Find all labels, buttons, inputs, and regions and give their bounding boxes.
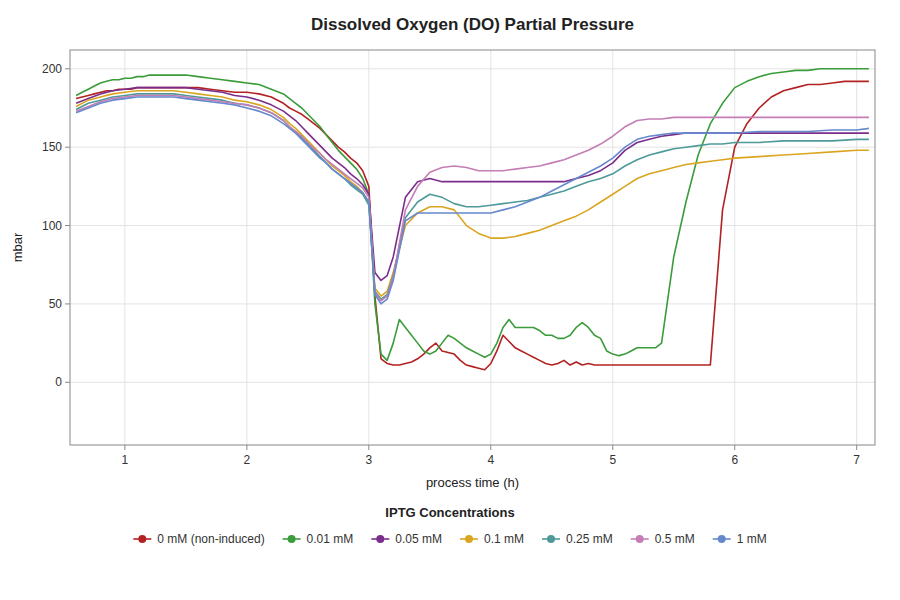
- tick-y: [65, 382, 70, 383]
- grid-line-x: [734, 50, 735, 445]
- legend-swatch: [718, 535, 726, 543]
- tick-y: [65, 68, 70, 69]
- legend-swatch: [636, 535, 644, 543]
- grid-line-x: [856, 50, 857, 445]
- tick-x: [612, 445, 613, 450]
- title: Dissolved Oxygen (DO) Partial Pressure: [311, 15, 634, 34]
- legend-swatch: [288, 535, 296, 543]
- legend-swatch: [465, 535, 473, 543]
- grid-line-x: [246, 50, 247, 445]
- y-axis-label: mbar: [10, 232, 25, 262]
- legend-label: 1 mM: [737, 532, 767, 546]
- tick-label-x: 2: [244, 453, 251, 467]
- legend-label: 0.01 mM: [307, 532, 354, 546]
- grid-line-y: [70, 68, 875, 69]
- legend-swatch: [547, 535, 555, 543]
- tick-label-x: 7: [853, 453, 860, 467]
- series-line: [76, 91, 869, 296]
- tick-y: [65, 303, 70, 304]
- grid-line-x: [490, 50, 491, 445]
- tick-label-y: 200: [42, 62, 62, 76]
- legend: IPTG Concentrations 0 mM (non-induced) 0.0…: [133, 505, 766, 546]
- legend-item: 0.5 mM: [631, 532, 695, 546]
- grid-line-y: [70, 382, 875, 383]
- tick-x: [368, 445, 369, 450]
- series-line: [76, 88, 869, 281]
- tick-x: [246, 445, 247, 450]
- tick-label-y: 0: [55, 375, 62, 389]
- legend-label: 0.5 mM: [655, 532, 695, 546]
- grid-line-x: [612, 50, 613, 445]
- tick-label-y: 50: [49, 297, 63, 311]
- legend-item: 0.1 mM: [460, 532, 524, 546]
- legend-item: 0.01 mM: [283, 532, 354, 546]
- lines: [76, 69, 869, 370]
- tick-y: [65, 147, 70, 148]
- legend-swatch: [376, 535, 384, 543]
- x-axis-label: process time (h): [426, 475, 519, 490]
- legend-label: 0.05 mM: [395, 532, 442, 546]
- legend-label: 0.25 mM: [566, 532, 613, 546]
- series-line: [76, 94, 869, 299]
- chart: 1 2 3 4 5 6 7 0 50 100 150 200 Dissolved Oxygen (DO)…: [0, 0, 900, 600]
- tick-label-y: 100: [42, 219, 62, 233]
- legend-item: 0.25 mM: [542, 532, 613, 546]
- legend-item: 1 mM: [713, 532, 767, 546]
- tick-y: [65, 225, 70, 226]
- tick-x: [856, 445, 857, 450]
- legend-title: IPTG Concentrations: [385, 505, 514, 520]
- tick-label-x: 3: [365, 453, 372, 467]
- series-line: [76, 69, 869, 361]
- legend-item: 0.05 mM: [371, 532, 442, 546]
- tick-label-y: 150: [42, 140, 62, 154]
- tick-label-x: 1: [122, 453, 129, 467]
- grid: [70, 50, 875, 445]
- legend-label: 0 mM (non-induced): [157, 532, 264, 546]
- tick-x: [490, 445, 491, 450]
- tick-label-x: 4: [487, 453, 494, 467]
- tick-x: [734, 445, 735, 450]
- tick-label-x: 5: [609, 453, 616, 467]
- series-line: [76, 95, 869, 300]
- grid-line-y: [70, 303, 875, 304]
- tick-x: [124, 445, 125, 450]
- plot-frame: [70, 50, 875, 445]
- tick-label-x: 6: [731, 453, 738, 467]
- legend-swatch: [138, 535, 146, 543]
- legend-label: 0.1 mM: [484, 532, 524, 546]
- axes: 1 2 3 4 5 6 7 0 50 100 150 200: [42, 62, 860, 467]
- series-line: [76, 81, 869, 369]
- series-line: [76, 97, 869, 304]
- grid-line-x: [124, 50, 125, 445]
- grid-line-y: [70, 225, 875, 226]
- grid-line-y: [70, 147, 875, 148]
- legend-item: 0 mM (non-induced): [133, 532, 264, 546]
- grid-line-x: [368, 50, 369, 445]
